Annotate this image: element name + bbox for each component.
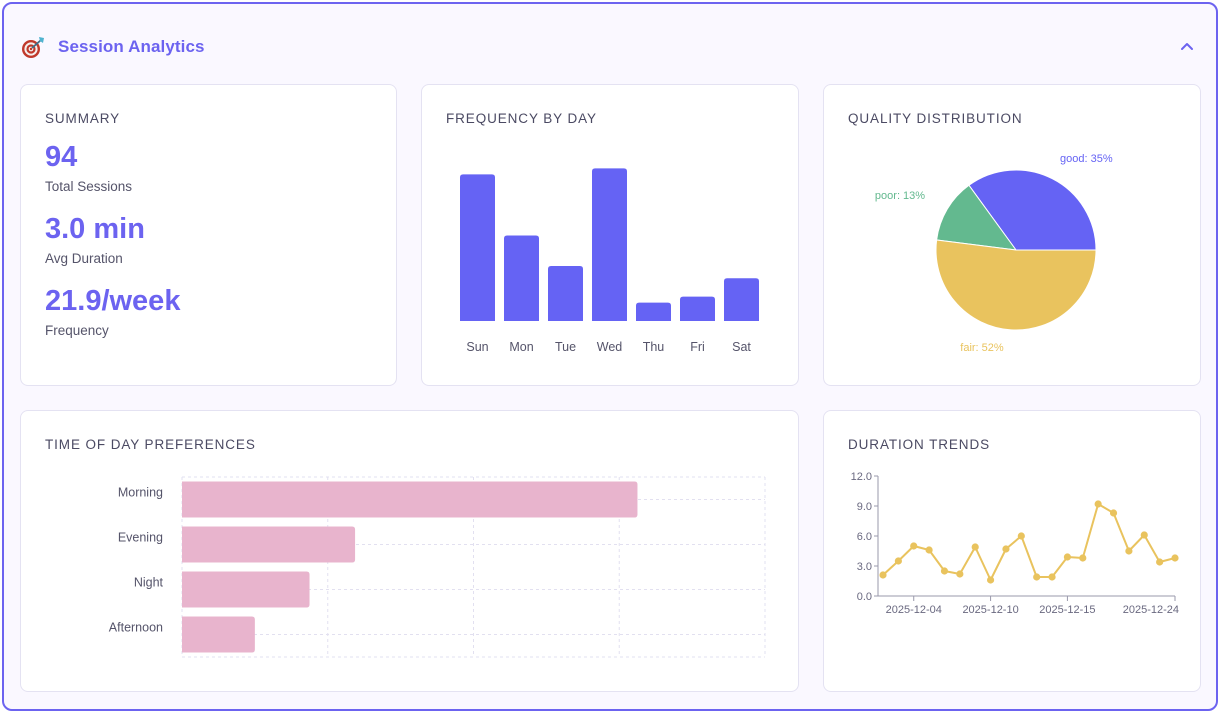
frequency-value: 21.9/week [45,285,181,317]
data-point [1033,573,1041,581]
total-sessions-label: Total Sessions [45,179,133,194]
pie-slice-poor [936,184,1018,251]
x-tick-label: Mon [509,340,533,354]
data-point [910,542,918,550]
x-tick-label: Wed [597,340,623,354]
duration-line-chart: 0.0 3.0 6.0 9.0 12.0 2025-12-04 2025-12-10 2025… [851,471,1179,616]
duration-line [882,503,1176,581]
data-point [894,557,902,565]
duration-card: DURATION TRENDS 0.0 3.0 6.0 9.0 12.0 2025-12-… [823,410,1201,692]
y-tick-label: 0.0 [857,591,872,603]
x-tick-label: Sat [732,340,751,354]
pie-slice-good [968,169,1097,251]
bar-afternoon [182,616,255,653]
data-point [925,546,933,554]
bar-night [182,571,310,608]
bar-sun [460,174,495,321]
duration-title: DURATION TRENDS [848,437,991,452]
panel-header[interactable]: Session Analytics [20,32,1200,62]
data-point [1156,558,1164,566]
bar-mon [504,235,539,321]
data-point [1017,532,1025,540]
frequency-label: Frequency [45,323,109,338]
y-tick-label: Afternoon [109,621,163,635]
x-tick-label: 2025-12-24 [1123,604,1179,616]
avg-duration-value: 3.0 min [45,213,145,245]
quality-card: QUALITY DISTRIBUTION good: 35% poor: 13% f… [823,84,1201,386]
data-point [1079,554,1087,562]
bar-sat [724,278,759,321]
total-sessions-value: 94 [45,141,78,173]
bar-evening [182,526,356,563]
summary-card: SUMMARY 94 Total Sessions 3.0 min Avg Du… [20,84,397,386]
x-tick-label: 2025-12-15 [1039,604,1095,616]
time-of-day-title: TIME OF DAY PREFERENCES [45,437,256,452]
x-tick-label: Sun [466,340,488,354]
bar-fri [680,296,715,321]
data-point [1094,500,1102,508]
y-tick-label: Morning [118,486,163,500]
bar-tue [548,266,583,321]
bar-morning [182,481,638,518]
y-tick-label: 6.0 [857,531,872,543]
pie-label-poor: poor: 13% [875,190,925,202]
data-point [1125,547,1133,555]
x-tick-label: 2025-12-04 [886,604,942,616]
frequency-card: FREQUENCY BY DAY Sun Mon Tue Wed Thu Fri Sat [421,84,799,386]
quality-title: QUALITY DISTRIBUTION [848,111,1023,126]
dart-target-icon [20,34,46,60]
frequency-title: FREQUENCY BY DAY [446,111,597,126]
time-of-day-bar-chart: Morning Evening Night Afternoon [109,476,766,658]
data-point [1171,554,1179,562]
bar-thu [636,302,671,321]
quality-pie-chart: good: 35% poor: 13% fair: 52% [875,153,1113,354]
data-point [1140,531,1148,539]
pie-slice-fair [935,239,1097,331]
x-tick-label: 2025-12-10 [962,604,1018,616]
pie-label-fair: fair: 52% [960,342,1004,354]
y-tick-label: 9.0 [857,501,872,513]
time-of-day-card: TIME OF DAY PREFERENCES Morning Evening Ni… [20,410,799,692]
y-tick-label: Night [134,576,164,590]
avg-duration-label: Avg Duration [45,251,123,266]
chevron-up-icon[interactable] [1178,38,1196,56]
data-point [1002,545,1010,553]
pie-label-good: good: 35% [1060,153,1113,165]
bar-wed [592,168,627,321]
x-tick-label: Fri [690,340,705,354]
data-point [940,567,949,575]
y-tick-label: 3.0 [857,561,872,573]
panel-title: Session Analytics [58,37,205,56]
y-tick-label: 12.0 [851,471,872,483]
y-tick-label: Evening [118,531,163,545]
data-point [986,576,995,584]
data-point [1109,509,1118,517]
data-point [956,570,964,578]
data-point [1063,553,1072,561]
frequency-bar-chart: Sun Mon Tue Wed Thu Fri Sat [460,168,759,354]
x-tick-label: Thu [643,340,665,354]
x-tick-label: Tue [555,340,576,354]
summary-title: SUMMARY [45,111,121,126]
data-point [879,571,887,579]
data-point [971,543,979,551]
data-point [1048,573,1056,581]
